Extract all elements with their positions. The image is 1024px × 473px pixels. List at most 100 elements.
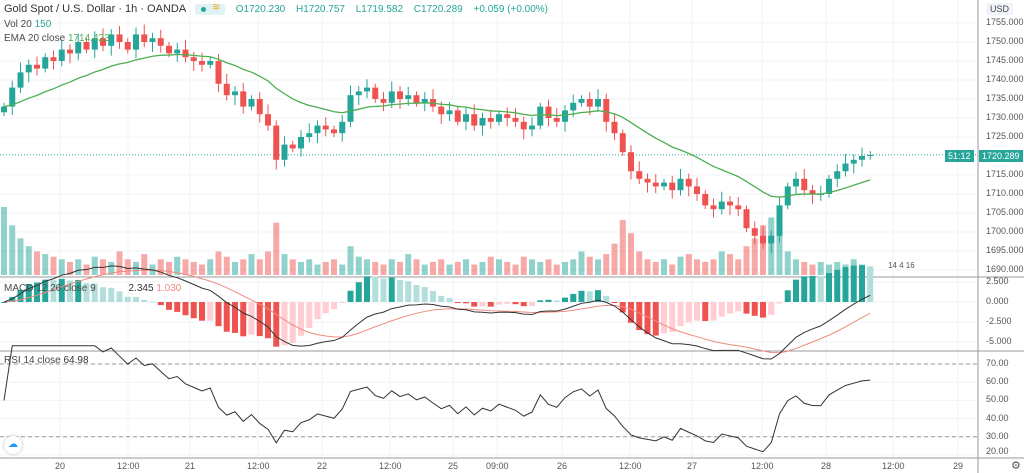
candle-body [834, 171, 841, 179]
ohlc-open: O1720.230 [235, 4, 286, 15]
macd-histogram-bar [694, 302, 700, 321]
volume-bar [710, 259, 717, 275]
candle-body [595, 99, 601, 107]
candle-body [75, 42, 82, 54]
tradingview-logo-icon[interactable]: ☁ [4, 436, 22, 454]
macd-histogram-bar [34, 282, 40, 302]
candle-body [826, 178, 832, 194]
time-tick: 29 [953, 461, 964, 471]
volume-bar [677, 256, 684, 275]
candle-body [710, 205, 717, 210]
candle-body [842, 163, 849, 172]
candle-body [652, 182, 659, 187]
candle-body [793, 178, 799, 187]
volume-bar [331, 259, 337, 275]
candle-body [487, 118, 494, 122]
volume-bar [661, 259, 667, 275]
rsi-tick: 60.00 [986, 376, 1009, 387]
volume-bar [240, 259, 247, 275]
time-tick: 27 [687, 461, 698, 471]
macd-histogram-bar [636, 302, 643, 331]
macd-histogram-bar [124, 296, 131, 302]
volume-bar [289, 259, 296, 275]
volume-bar [801, 261, 808, 275]
volume-bar [512, 264, 519, 275]
volume-bar [364, 259, 370, 275]
macd-histogram-bar [322, 302, 329, 314]
volume-bar [388, 259, 395, 275]
macd-histogram-bar [256, 302, 263, 337]
macd-histogram-bar [529, 302, 535, 306]
macd-tick: -2.500 [986, 316, 1012, 326]
macd-histogram-bar [364, 276, 370, 302]
rsi-tick: 20.00 [986, 446, 1009, 456]
volume-bar [141, 254, 148, 275]
macd-histogram-bar [50, 280, 57, 302]
candle-body [751, 228, 758, 236]
time-tick: 12:00 [247, 461, 270, 471]
macd-histogram-bar [248, 302, 255, 335]
macd-tick: 0.000 [986, 296, 1009, 306]
volume-bar [75, 259, 82, 275]
volume-bar [628, 233, 634, 275]
candle-body [760, 235, 766, 244]
macd-histogram-bar [834, 269, 841, 302]
candle-body [801, 178, 808, 191]
settings-gear-icon[interactable]: ⚙ [1011, 460, 1021, 472]
macd-histogram-bar [545, 299, 552, 302]
volume-bar [133, 261, 139, 275]
candle-body [83, 42, 90, 50]
rsi-value: 64.98 [63, 355, 89, 366]
volume-bar [355, 256, 362, 275]
candle-body [174, 49, 181, 54]
macd-tick: -5.000 [986, 336, 1012, 346]
price-tick: 1690.000 [986, 264, 1024, 274]
candle-body [265, 114, 271, 126]
time-tick: 12:00 [379, 461, 402, 471]
candle-body [446, 110, 453, 115]
volume-bar [298, 261, 304, 275]
volume-bar [215, 251, 222, 275]
candle-body [116, 34, 123, 42]
volume-bar [380, 264, 387, 275]
volume-bar [652, 261, 659, 275]
volume-bar [760, 225, 766, 275]
time-tick: 12:00 [619, 461, 642, 471]
volume-bar [405, 254, 412, 275]
volume-legend[interactable]: Vol 20 150 [4, 19, 51, 30]
macd-histogram-bar [537, 300, 544, 302]
candle-body [248, 99, 255, 107]
volume-bar [207, 259, 214, 275]
candle-body [1, 106, 7, 113]
rsi-legend[interactable]: RSI 14 close 64.98 [4, 355, 89, 366]
volume-bar [619, 220, 626, 275]
candle-body [537, 106, 544, 126]
macd-histogram-bar [867, 266, 874, 302]
symbol-title[interactable]: Gold Spot / U.S. Dollar · 1h · OANDA [4, 3, 187, 15]
candle-body [702, 194, 709, 206]
candle-body [91, 38, 98, 50]
volume-bar [25, 246, 32, 275]
candle-body [133, 34, 139, 50]
volume-value: 150 [34, 19, 52, 30]
volume-bar [322, 261, 329, 275]
macd-histogram-bar [669, 302, 676, 333]
volume-bar [471, 264, 478, 275]
macd-histogram-bar [190, 302, 197, 319]
macd-legend[interactable]: MACD 12 26 close 9 2.345 1.030 [4, 283, 181, 294]
candle-body [100, 38, 106, 46]
candle-body [190, 57, 197, 61]
candle-body [281, 144, 288, 160]
currency-label[interactable]: USD [986, 3, 1014, 15]
events-marker[interactable]: 14 4 16 [888, 261, 915, 270]
candle-body [471, 114, 478, 126]
candle-body [182, 49, 189, 58]
candle-body [157, 38, 164, 46]
volume-bar [463, 259, 469, 275]
time-tick: 26 [557, 461, 568, 471]
ema-legend[interactable]: EMA 20 close 1714.423 [4, 33, 110, 44]
macd-histogram-bar [265, 302, 271, 339]
macd-histogram-bar [446, 298, 453, 302]
price-tick: 1745.000 [986, 55, 1024, 65]
